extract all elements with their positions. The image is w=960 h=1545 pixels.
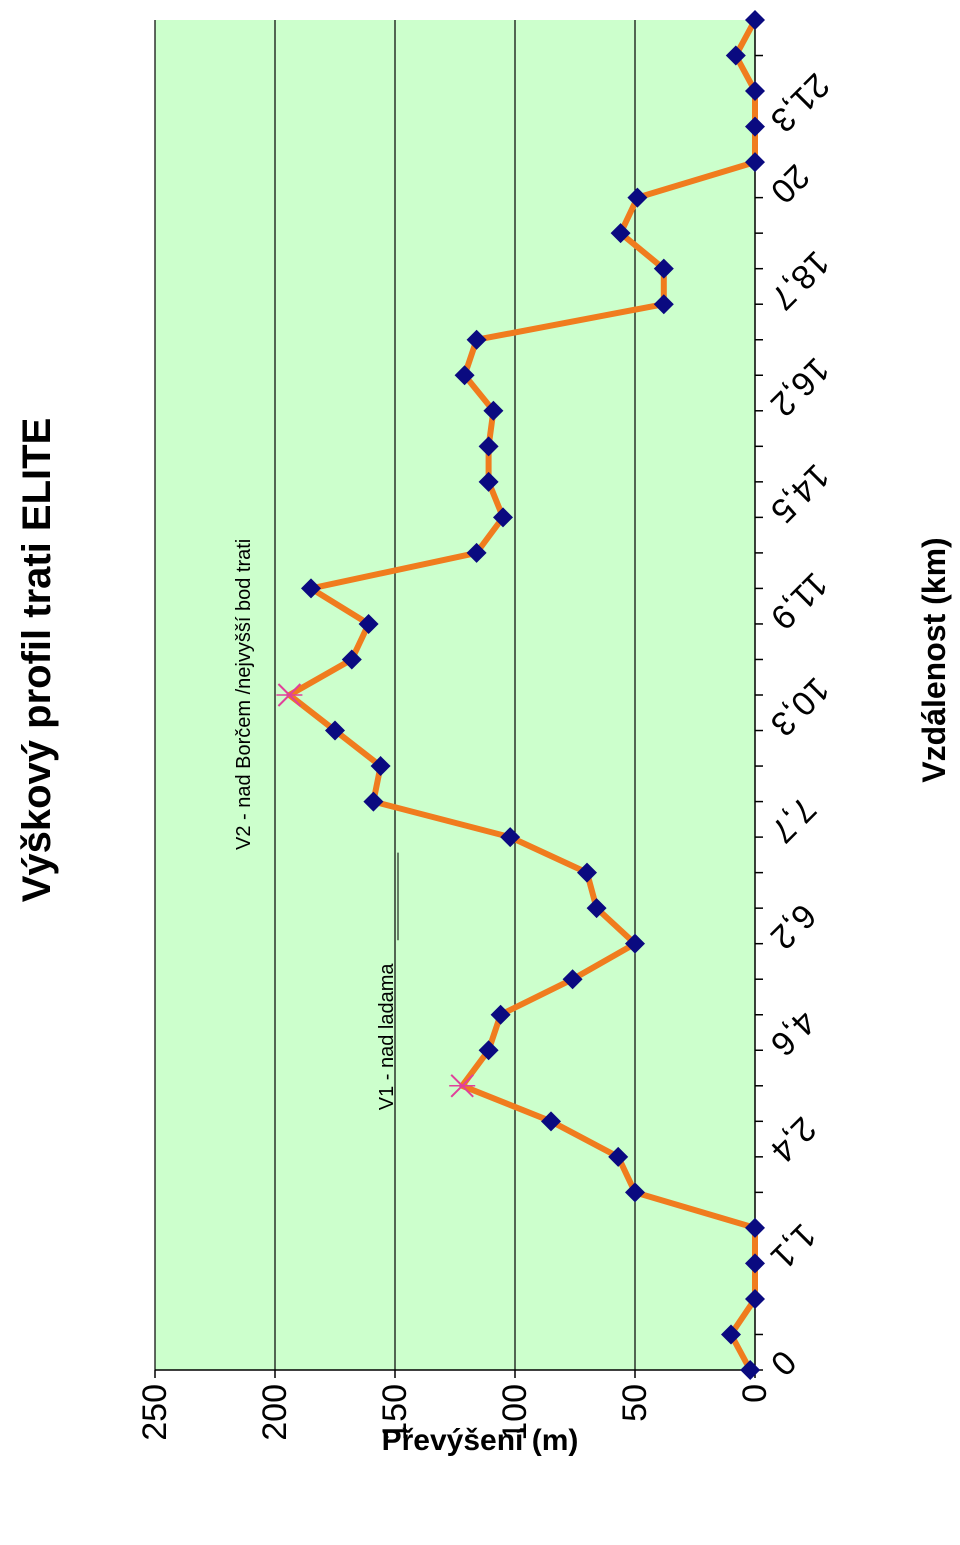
- x-tick-label: 14,5: [763, 456, 837, 530]
- data-point: [586, 898, 607, 919]
- x-tick-label: 11,9: [763, 565, 835, 637]
- data-point: [625, 933, 645, 954]
- data-point: [627, 187, 648, 208]
- data-point: [341, 649, 362, 670]
- data-point: [454, 365, 475, 386]
- y-tick-label: 250: [136, 1384, 174, 1441]
- data-point: [740, 1360, 761, 1380]
- x-tick-label: 4,6: [763, 1003, 823, 1063]
- data-point: [653, 294, 674, 315]
- y-tick-label: 200: [256, 1384, 294, 1441]
- data-point: [625, 1182, 645, 1203]
- y-tick-label: 50: [616, 1384, 654, 1422]
- data-point: [363, 791, 384, 812]
- data-point: [562, 969, 583, 990]
- y-tick-labels: 0 50 100 150 200 250: [136, 1384, 774, 1441]
- data-point: [577, 862, 597, 883]
- data-point: [478, 436, 499, 457]
- data-point: [500, 827, 521, 848]
- data-point: [725, 45, 746, 66]
- data-point: [653, 258, 674, 279]
- peak-marker: [449, 1074, 476, 1098]
- annotation-label: V1 - nad ladama: [376, 963, 398, 1111]
- chart-title: Výškový profil trati ELITE: [15, 418, 59, 903]
- x-tick-label: 21,3: [763, 66, 837, 140]
- x-tick-label: 18,7: [763, 243, 837, 317]
- x-tick-label: 2,4: [763, 1109, 823, 1169]
- data-point: [483, 400, 504, 421]
- data-point: [493, 507, 513, 528]
- data-point: [358, 613, 379, 634]
- peak-marker: [276, 683, 303, 707]
- data-point: [610, 223, 631, 244]
- plot-area: [155, 20, 755, 1370]
- data-point: [490, 1004, 511, 1025]
- data-point: [301, 578, 321, 599]
- data-point: [466, 329, 487, 350]
- y-tick-label: 150: [376, 1384, 414, 1441]
- annotation-label: V2 - nad Borčem /nejvyšší bod trati: [233, 539, 255, 850]
- data-point: [745, 10, 765, 30]
- x-tick-label: 20: [763, 157, 817, 211]
- y-tick-label: 0: [736, 1384, 774, 1403]
- x-axis-label: Vzdálenost (km): [916, 537, 952, 782]
- x-tick-label: 7,7: [763, 790, 823, 850]
- x-tick-label: 10,3: [763, 670, 837, 744]
- data-point: [541, 1111, 561, 1132]
- x-tick-label: 6,2: [763, 896, 823, 956]
- x-tick-label: 0: [763, 1343, 803, 1383]
- data-series: [276, 10, 765, 1380]
- data-point: [745, 152, 765, 173]
- x-tick-label: 1,1: [763, 1216, 823, 1276]
- y-axis-label: Převýšení (m): [382, 1424, 579, 1457]
- y-tick-label: 100: [496, 1384, 534, 1441]
- x-tick-labels: 0 1,1 2,4 4,6 6,2 7,7 10,3 11,9 14,5 16,2 18,7 20 21…: [763, 66, 837, 1383]
- data-point: [478, 471, 499, 492]
- data-point: [745, 116, 765, 137]
- data-point: [325, 720, 345, 741]
- data-point: [466, 542, 487, 563]
- x-tick-label: 16,2: [763, 350, 837, 424]
- data-point: [745, 81, 765, 102]
- annotations: V1 - nad ladama V2 - nad Borčem /nejvyšší…: [233, 539, 399, 1111]
- data-point: [370, 756, 391, 777]
